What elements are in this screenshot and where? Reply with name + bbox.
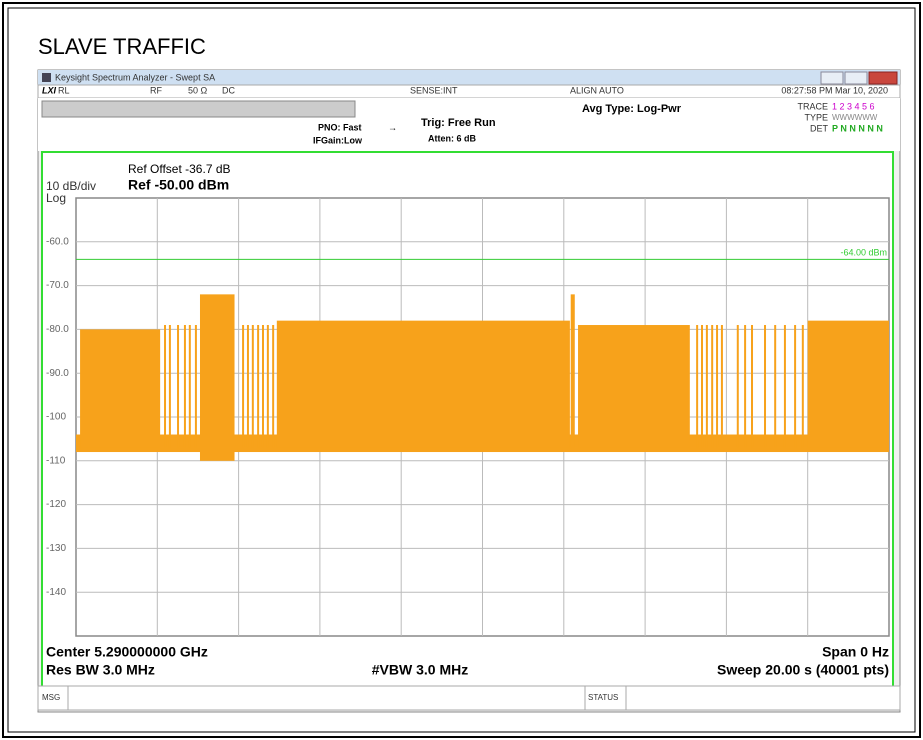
- type-label: TYPE: [804, 112, 828, 122]
- rf: RF: [150, 85, 162, 95]
- minimize-button[interactable]: [820, 71, 844, 85]
- res-bw: Res BW 3.0 MHz: [46, 662, 155, 678]
- y-tick-label: -140: [46, 587, 66, 598]
- trace-numbers: 1 2 3 4 5 6: [832, 101, 875, 111]
- coupling: DC: [222, 85, 235, 95]
- plot: -60.0 -70.0 -80.0 -90.0 -100 -110 -120 -130 -140…: [46, 197, 890, 637]
- span: Span 0 Hz: [822, 644, 889, 660]
- close-button[interactable]: [868, 71, 898, 85]
- input-bar: [41, 100, 356, 118]
- y-tick-label: -90.0: [46, 368, 69, 379]
- sweep: Sweep 20.00 s (40001 pts): [717, 662, 889, 678]
- trace-block: [80, 329, 161, 448]
- scale-type: Log: [46, 191, 66, 205]
- clock: 08:27:58 PM Mar 10, 2020: [781, 85, 888, 95]
- y-tick-label: -60.0: [46, 236, 69, 247]
- window-title[interactable]: Keysight Spectrum Analyzer - Swept SA: [55, 72, 215, 82]
- msg: MSG: [42, 693, 60, 702]
- message-bar: [37, 685, 901, 711]
- y-tick-label: -120: [46, 499, 66, 510]
- avg-type: Avg Type: Log-Pwr: [582, 103, 682, 115]
- trace-block: [276, 320, 570, 448]
- scale: 10 dB/div: [46, 179, 96, 193]
- ifgain: IFGain:Low: [313, 135, 363, 145]
- status-row: [37, 84, 901, 99]
- center: Center 5.290000000 GHz: [46, 644, 208, 660]
- sense: SENSE:INT: [410, 85, 458, 95]
- align: ALIGN AUTO: [570, 85, 624, 95]
- lxi-logo: LXI: [42, 85, 57, 95]
- status: STATUS: [588, 693, 618, 702]
- display-line-label: -64.00 dBm: [840, 248, 887, 258]
- trig-arrow: →: [388, 122, 397, 132]
- trig: Trig: Free Run: [421, 117, 496, 129]
- type-value: WWWWWW: [832, 113, 878, 122]
- trace-block: [807, 320, 889, 448]
- ref-level: Ref -50.00 dBm: [128, 177, 229, 193]
- inner-border: [7, 7, 916, 733]
- rl: RL: [58, 85, 70, 95]
- det-value: P N N N N N: [832, 123, 883, 133]
- ref-offset: Ref Offset -36.7 dB: [128, 162, 231, 176]
- y-tick-label: -80.0: [46, 324, 69, 335]
- atten: Atten: 6 dB: [428, 133, 476, 143]
- y-tick-label: -100: [46, 412, 66, 423]
- page-title: SLAVE TRAFFIC: [38, 34, 206, 59]
- y-tick-label: -110: [46, 455, 66, 466]
- title-bar: [38, 70, 900, 85]
- impedance: 50 Ω: [188, 85, 208, 95]
- det-label: DET: [810, 123, 829, 133]
- pno: PNO: Fast: [318, 122, 362, 132]
- y-tick-label: -130: [46, 543, 66, 554]
- trace-label: TRACE: [797, 101, 828, 111]
- maximize-button[interactable]: [844, 71, 868, 85]
- trace-block: [199, 294, 235, 461]
- app-icon: [42, 73, 51, 82]
- y-tick-label: -70.0: [46, 280, 69, 291]
- trace-block: [578, 325, 690, 448]
- vbw: #VBW 3.0 MHz: [372, 662, 468, 678]
- trace-block: [570, 294, 575, 448]
